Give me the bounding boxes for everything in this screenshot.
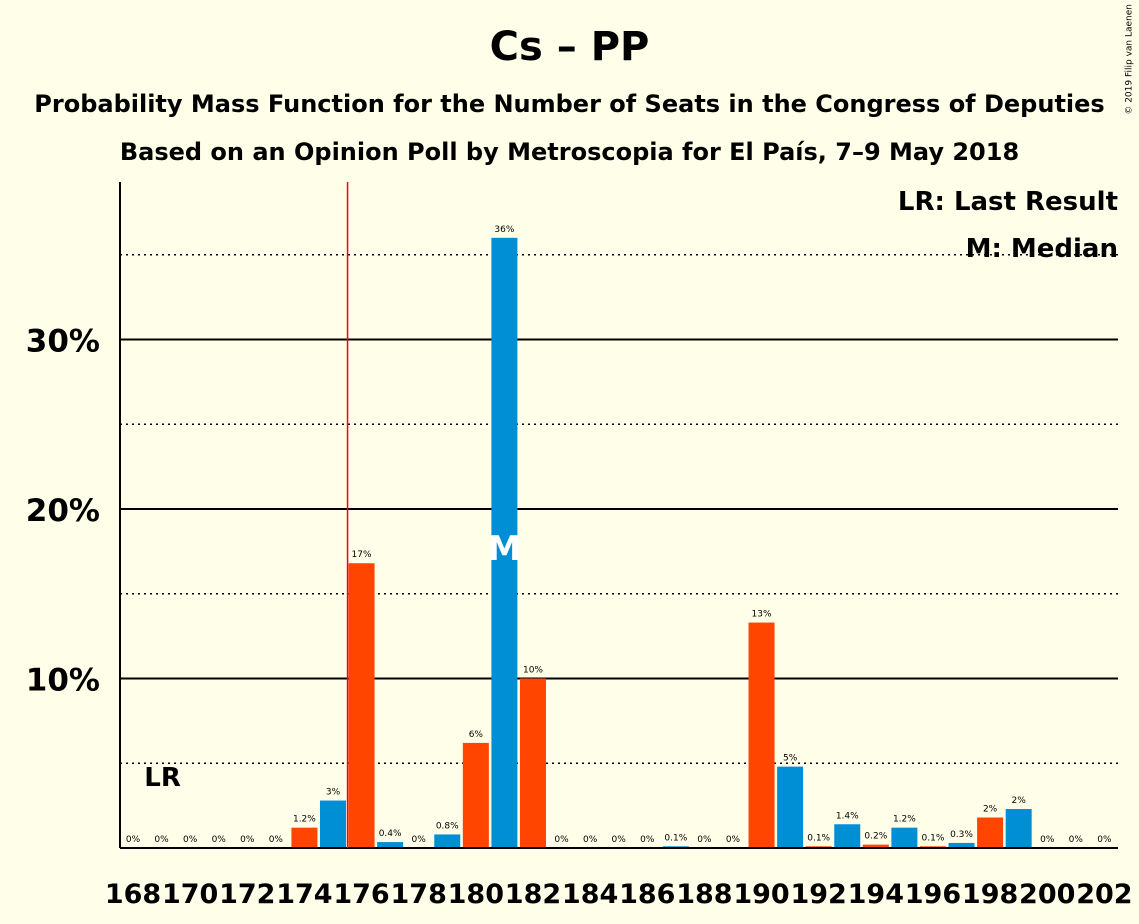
bar-195: [891, 827, 918, 848]
axes: [119, 182, 1118, 849]
bar-label-193: 1.4%: [836, 811, 859, 821]
bar-179: [434, 834, 461, 848]
x-tick-182: 182: [505, 879, 561, 910]
y-tick-20: 20%: [26, 493, 100, 529]
y-tick-30: 30%: [26, 324, 100, 360]
bar-label-199: 2%: [1012, 796, 1027, 806]
bar-198: [977, 817, 1004, 848]
y-tick-labels: 10% 20% 30%: [26, 324, 100, 699]
bar-label-173: 0%: [269, 835, 284, 845]
x-tick-200: 200: [1019, 879, 1075, 910]
bar-label-196: 0.1%: [922, 833, 945, 843]
bar-label-194: 0.2%: [864, 832, 887, 842]
bar-label-180: 6%: [469, 730, 484, 740]
x-tick-202: 202: [1076, 879, 1132, 910]
bar-177: [377, 842, 404, 848]
bar-label-191: 5%: [783, 754, 798, 764]
bar-182: [519, 678, 546, 848]
x-tick-186: 186: [619, 879, 675, 910]
bar-174: [291, 827, 318, 848]
bar-label-195: 1.2%: [893, 815, 916, 825]
bar-label-176: 17%: [352, 550, 372, 560]
bar-label-177: 0.4%: [379, 829, 402, 839]
bar-label-188: 0%: [697, 835, 712, 845]
bar-label-168: 0%: [126, 835, 141, 845]
bar-label-186: 0%: [640, 835, 655, 845]
x-tick-176: 176: [333, 879, 389, 910]
chart-subtitle: Probability Mass Function for the Number…: [34, 90, 1105, 118]
markers: LR M: [144, 182, 521, 848]
x-tick-168: 168: [105, 879, 161, 910]
bar-label-170: 0%: [183, 835, 198, 845]
x-tick-180: 180: [448, 879, 504, 910]
bar-label-174: 1.2%: [293, 815, 316, 825]
bar-label-192: 0.1%: [807, 833, 830, 843]
legend-last-result: LR: Last Result: [898, 187, 1118, 217]
x-tick-194: 194: [848, 879, 904, 910]
bar-191: [777, 766, 804, 848]
bars: [291, 237, 1032, 849]
bar-197: [948, 842, 975, 848]
bar-label-181: 36%: [494, 225, 514, 235]
chart-title: Cs – PP: [489, 24, 650, 70]
bar-label-171: 0%: [212, 835, 227, 845]
x-tick-188: 188: [676, 879, 732, 910]
x-tick-184: 184: [562, 879, 618, 910]
x-tick-190: 190: [733, 879, 789, 910]
median-label: M: [487, 529, 521, 569]
legend-median: M: Median: [966, 234, 1118, 264]
bar-175: [319, 800, 346, 848]
x-tick-196: 196: [905, 879, 961, 910]
bar-label-197: 0.3%: [950, 830, 973, 840]
bar-label-200: 0%: [1040, 835, 1055, 845]
bar-label-198: 2%: [983, 804, 998, 814]
bar-label-178: 0%: [412, 835, 427, 845]
gridlines: [120, 254, 1118, 764]
x-tick-labels: 168 170 172 174 176 178 180 182 184 186 188 190 192 1…: [105, 879, 1133, 910]
bar-label-169: 0%: [154, 835, 169, 845]
bar-label-182: 10%: [523, 666, 543, 676]
bar-193: [834, 824, 861, 848]
bar-label-183: 0%: [554, 835, 569, 845]
y-tick-10: 10%: [26, 663, 100, 699]
bar-label-179: 0.8%: [436, 821, 459, 831]
bar-label-184: 0%: [583, 835, 598, 845]
x-tick-170: 170: [162, 879, 218, 910]
bar-label-175: 3%: [326, 788, 341, 798]
bar-label-189: 0%: [726, 835, 741, 845]
bar-194: [862, 844, 889, 848]
bar-label-202: 0%: [1097, 835, 1112, 845]
bar-190: [748, 622, 775, 848]
bar-label-172: 0%: [240, 835, 255, 845]
bar-label-185: 0%: [612, 835, 627, 845]
bar-180: [462, 742, 489, 848]
bar-199: [1005, 809, 1032, 848]
bar-label-201: 0%: [1069, 835, 1084, 845]
bar-label-190: 13%: [752, 610, 772, 620]
x-tick-174: 174: [276, 879, 332, 910]
bar-labels: 0% 0% 0% 0% 0% 0% 1.2% 3% 17% 0.4% 0% 0.8% 6% 36% 10% 0…: [126, 225, 1112, 845]
x-tick-192: 192: [790, 879, 846, 910]
bar-176: [348, 563, 375, 848]
x-tick-178: 178: [391, 879, 447, 910]
bar-label-187: 0.1%: [664, 833, 687, 843]
last-result-label: LR: [144, 763, 181, 793]
x-tick-172: 172: [219, 879, 275, 910]
chart-subtitle-2: Based on an Opinion Poll by Metroscopia …: [119, 138, 1020, 166]
bar-181: [491, 237, 518, 849]
legend: LR: Last Result M: Median: [898, 187, 1118, 264]
x-tick-198: 198: [962, 879, 1018, 910]
